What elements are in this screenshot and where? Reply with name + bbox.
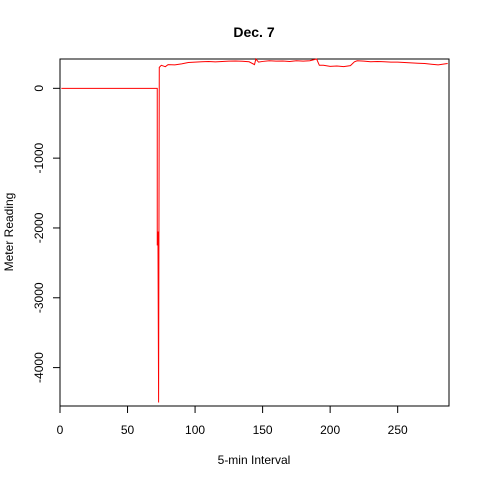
y-axis-label: Meter Reading — [2, 193, 16, 272]
x-tick-label: 50 — [121, 423, 135, 437]
y-tick-label: -3000 — [32, 282, 46, 313]
series-line — [61, 57, 448, 403]
x-axis-label: 5-min Interval — [218, 453, 291, 467]
x-tick-label: 250 — [388, 423, 408, 437]
series-layer — [61, 57, 448, 403]
chart-title: Dec. 7 — [233, 24, 274, 40]
y-tick-label: -1000 — [32, 142, 46, 173]
x-tick-label: 150 — [253, 423, 273, 437]
y-tick-label: -2000 — [32, 212, 46, 243]
x-axis: 0 50 100 150 200 250 — [57, 405, 408, 437]
plot-frame — [59, 58, 450, 407]
x-tick-label: 0 — [57, 423, 64, 437]
y-axis: 0 -1000 -2000 -3000 -4000 — [32, 85, 61, 383]
x-tick-label: 100 — [185, 423, 205, 437]
y-tick-label: -4000 — [32, 352, 46, 383]
y-tick-label: 0 — [32, 85, 46, 92]
x-tick-label: 200 — [320, 423, 340, 437]
